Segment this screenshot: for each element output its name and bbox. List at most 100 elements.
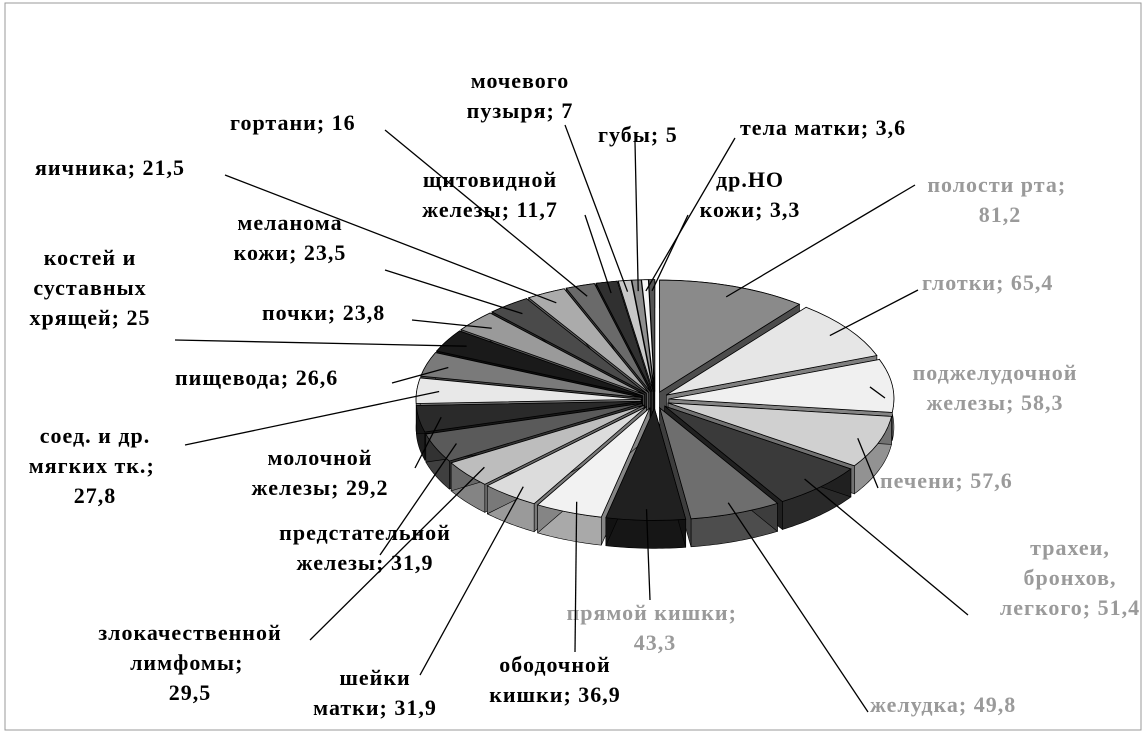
leader-line bbox=[384, 129, 588, 297]
label-part: др.НО кожи bbox=[700, 167, 784, 222]
label-line: кожи bbox=[700, 197, 755, 222]
slice bbox=[491, 298, 647, 394]
label-line: ободочной bbox=[499, 652, 610, 677]
label-part: гортани bbox=[230, 110, 317, 135]
label-part: 25 bbox=[126, 305, 150, 330]
label-line: железы bbox=[422, 197, 502, 222]
data-label: шейки матки; 31,9 bbox=[313, 665, 437, 720]
label-part: 31,9 bbox=[394, 695, 437, 720]
leader-line bbox=[869, 386, 886, 399]
label-line: пузыря bbox=[467, 98, 547, 123]
data-label: яичника; 21,5 bbox=[35, 155, 185, 180]
label-part: прямой кишки bbox=[567, 600, 729, 625]
label-part: 27,8 bbox=[74, 483, 117, 508]
label-line: соед. и др. bbox=[40, 423, 150, 448]
data-label: молочной железы; 29,2 bbox=[252, 445, 389, 500]
label-part: трахеи, бронхов, легкого bbox=[1000, 535, 1117, 620]
slice bbox=[667, 402, 892, 467]
data-label: костей и суставных хрящей; 25 bbox=[30, 245, 151, 330]
label-part: 43,3 bbox=[634, 630, 677, 655]
label-part: 65,4 bbox=[1011, 270, 1054, 295]
data-label: злокачественной лимфомы; 29,5 bbox=[98, 620, 281, 705]
data-label: ободочной кишки; 36,9 bbox=[489, 652, 621, 707]
label-line: суставных bbox=[33, 275, 146, 300]
label-part: ; bbox=[563, 682, 578, 707]
label-part: 23,8 bbox=[343, 300, 386, 325]
data-label: прямой кишки; 43,3 bbox=[567, 600, 744, 655]
slice bbox=[460, 312, 645, 395]
label-part: ; bbox=[317, 110, 332, 135]
leader-line bbox=[634, 141, 639, 292]
label-part: ; bbox=[1058, 172, 1073, 197]
label-part: 7 bbox=[561, 98, 573, 123]
label-part: ; bbox=[146, 453, 161, 478]
label-line: мочевого bbox=[471, 68, 569, 93]
label-part: яичника bbox=[35, 155, 128, 180]
label-part: поджелудочной железы bbox=[913, 360, 1078, 415]
label-part: ; bbox=[289, 240, 304, 265]
label-part: ; bbox=[281, 365, 296, 390]
data-label: др.НО кожи; 3,3 bbox=[700, 167, 801, 222]
label-part: печени bbox=[880, 468, 955, 493]
data-label: меланома кожи; 23,5 bbox=[234, 210, 347, 265]
slice bbox=[631, 279, 655, 392]
label-part: ободочной кишки bbox=[489, 652, 611, 707]
label-part: ; bbox=[996, 270, 1011, 295]
label-part: щитовидной железы bbox=[422, 167, 557, 222]
label-part: желудка bbox=[870, 692, 959, 717]
label-part: предстательной железы bbox=[279, 520, 451, 575]
label-part: соед. и др. мягких тк. bbox=[29, 423, 150, 478]
pie-tops bbox=[415, 279, 895, 521]
leader-line bbox=[725, 184, 916, 298]
slice bbox=[425, 402, 643, 462]
label-line: щитовидной bbox=[423, 167, 557, 192]
label-line: железы bbox=[927, 390, 1007, 415]
leader-line bbox=[309, 466, 485, 641]
slice bbox=[420, 352, 642, 398]
label-line: др.НО bbox=[716, 167, 784, 192]
leader-line bbox=[645, 509, 651, 601]
leader-line bbox=[651, 214, 689, 292]
slice bbox=[605, 407, 687, 521]
data-label: тела матки; 3,6 bbox=[740, 115, 906, 140]
label-part: ; bbox=[502, 197, 517, 222]
label-part: мочевого пузыря bbox=[467, 68, 570, 123]
label-part: губы bbox=[598, 122, 651, 147]
label-line: легкого bbox=[1000, 595, 1083, 620]
label-part: 29,2 bbox=[346, 475, 389, 500]
leader-line bbox=[645, 137, 736, 292]
data-label: печени; 57,6 bbox=[880, 468, 1013, 493]
label-part: ; bbox=[755, 197, 770, 222]
data-label: мочевого пузыря; 7 bbox=[467, 68, 574, 123]
label-line: лимфомы bbox=[130, 650, 235, 675]
label-part: 49,8 bbox=[974, 692, 1017, 717]
slice bbox=[527, 288, 649, 393]
leader-line bbox=[184, 390, 440, 446]
label-line: злокачественной bbox=[98, 620, 281, 645]
label-part: ; bbox=[112, 305, 127, 330]
slice bbox=[415, 400, 642, 433]
label-part: 3,6 bbox=[876, 115, 907, 140]
label-part: злокачественной лимфомы bbox=[98, 620, 281, 675]
label-part: 57,6 bbox=[970, 468, 1013, 493]
slice bbox=[666, 306, 878, 396]
label-part: ; bbox=[331, 475, 346, 500]
label-part: 11,7 bbox=[517, 197, 558, 222]
label-line: железы bbox=[252, 475, 332, 500]
label-part: ; bbox=[376, 550, 391, 575]
label-part: 5 bbox=[666, 122, 678, 147]
label-line: кожи bbox=[234, 240, 289, 265]
label-part: костей и суставных хрящей bbox=[30, 245, 147, 330]
label-line: железы bbox=[297, 550, 377, 575]
slice bbox=[415, 377, 642, 404]
label-part: полости рта bbox=[927, 172, 1058, 197]
label-line: кишки bbox=[489, 682, 563, 707]
label-part: ; bbox=[328, 300, 343, 325]
label-part: 23,5 bbox=[304, 240, 347, 265]
data-label: губы; 5 bbox=[598, 122, 678, 147]
label-part: ; bbox=[1006, 390, 1021, 415]
label-line: предстательной bbox=[279, 520, 451, 545]
data-label: соед. и др. мягких тк.; 27,8 bbox=[29, 423, 162, 508]
leader-line bbox=[804, 478, 969, 616]
label-part: меланома кожи bbox=[234, 210, 343, 265]
